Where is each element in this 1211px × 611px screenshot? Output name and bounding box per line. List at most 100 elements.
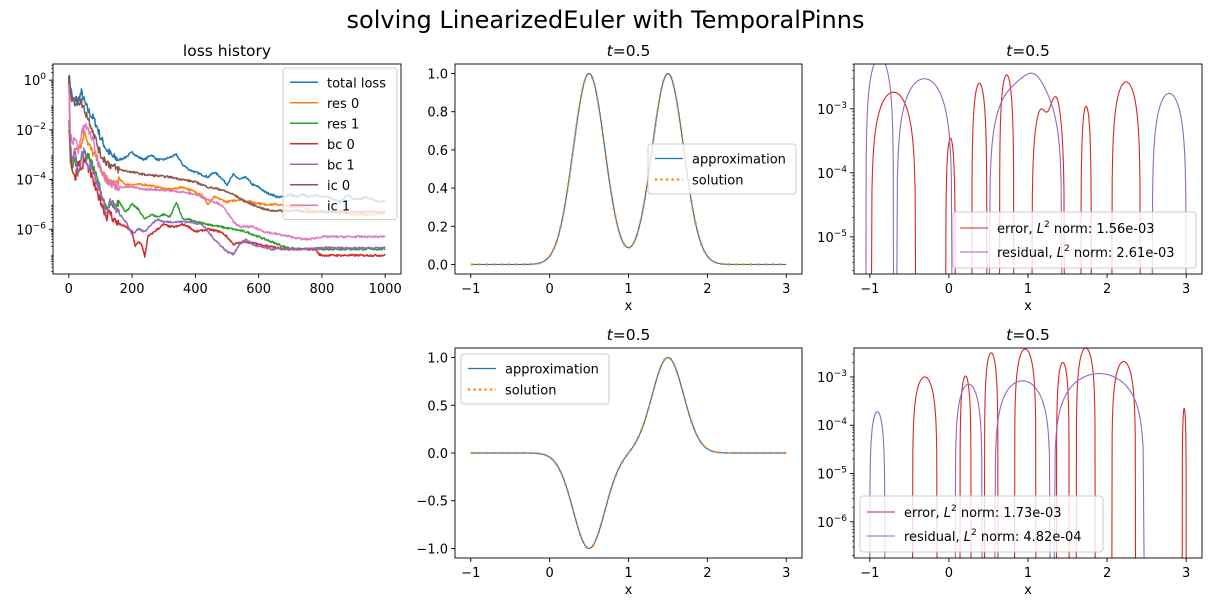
legend-item: approximation <box>655 153 786 168</box>
legend-label: res 0 <box>327 97 359 112</box>
axes-title: t=0.5 <box>1006 326 1050 344</box>
y-tick-label: −0.5 <box>416 495 448 510</box>
series-error <box>1075 348 1096 558</box>
legend-label: solution <box>692 174 743 189</box>
x-axis-label: x <box>625 583 633 598</box>
x-axis-label: x <box>1024 583 1032 598</box>
x-tick-label: 3 <box>782 566 790 581</box>
axes-frame <box>454 63 803 275</box>
series-error <box>999 74 1015 274</box>
y-tick-label: 10−2 <box>16 122 46 139</box>
series-error <box>983 352 999 558</box>
series-error <box>1055 361 1070 558</box>
series-error <box>1031 96 1065 274</box>
legend-label: residual, L2 norm: 4.82e-04 <box>904 528 1082 545</box>
y-tick-label: 10−5 <box>817 229 847 246</box>
series-residual <box>954 383 983 558</box>
legend-label: ic 1 <box>327 199 350 214</box>
plot-area <box>869 348 1187 558</box>
y-tick-label: 0.8 <box>427 106 448 121</box>
plot-area <box>470 356 787 550</box>
axes-loss: loss history 0 200 400 600 800 1000 100 10−2 10−4… <box>16 42 402 297</box>
axes-title: t=0.5 <box>607 326 651 344</box>
x-tick-label: 2 <box>1103 566 1111 581</box>
legend-item: solution <box>655 174 743 189</box>
y-tick-label: −1.0 <box>416 542 448 557</box>
series-residual <box>896 78 953 274</box>
x-tick-label: 200 <box>120 282 145 297</box>
series-res-1 <box>68 120 386 251</box>
x-tick-label: 1 <box>1024 566 1032 581</box>
y-tick-label: 10−6 <box>817 514 847 531</box>
x-tick-label: 0 <box>545 282 553 297</box>
x-tick-label: 1 <box>1024 282 1032 297</box>
series-residual <box>865 64 895 274</box>
plot-area <box>470 72 787 266</box>
x-tick-label: 3 <box>1182 282 1190 297</box>
x-axis-label: x <box>625 299 633 314</box>
legend-item: res 1 <box>290 117 359 132</box>
x-tick-label: 800 <box>309 282 334 297</box>
legend: approximation solution <box>460 353 610 405</box>
series-solution <box>470 356 787 550</box>
series-residual <box>1151 92 1187 274</box>
axes-frame <box>853 63 1203 275</box>
series-error <box>945 137 956 274</box>
legend-item: residual, L2 norm: 2.61e-03 <box>960 244 1175 261</box>
legend-label: ic 0 <box>327 179 350 194</box>
x-tick-label: 2 <box>703 566 711 581</box>
legend-box <box>859 495 1104 553</box>
x-tick-label: 0 <box>65 282 73 297</box>
legend-box <box>460 353 610 405</box>
y-tick-label: 10−4 <box>817 165 847 182</box>
legend: error, L2 norm: 1.73e-03 residual, L2 nor… <box>859 495 1104 553</box>
legend-box <box>647 143 797 195</box>
x-tick-label: −1 <box>860 566 879 581</box>
legend-item: residual, L2 norm: 4.82e-04 <box>867 528 1082 545</box>
axes-frame <box>52 63 402 275</box>
legend-label: residual, L2 norm: 2.61e-03 <box>997 244 1175 261</box>
x-tick-label: 2 <box>1103 282 1111 297</box>
series-bc-1 <box>68 81 386 256</box>
legend-item: bc 0 <box>290 138 355 153</box>
y-tick-label: 10−5 <box>817 466 847 483</box>
y-tick-label: 0.4 <box>427 182 448 197</box>
figure-suptitle: solving LinearizedEuler with TemporalPin… <box>346 6 865 34</box>
series-residual <box>988 72 1063 274</box>
y-tick-label: 0.0 <box>427 447 448 462</box>
y-tick-label: 10−4 <box>817 417 847 434</box>
legend-item: solution <box>468 384 556 399</box>
series-error <box>1080 105 1092 274</box>
legend-item: bc 1 <box>290 158 355 173</box>
legend-label: solution <box>505 384 556 399</box>
legend-box <box>952 211 1197 269</box>
x-tick-label: 0 <box>545 566 553 581</box>
series-residual <box>1053 373 1145 558</box>
y-tick-label: 0.6 <box>427 144 448 159</box>
series-ic-1 <box>68 84 386 241</box>
legend-item: error, L2 norm: 1.73e-03 <box>867 504 1062 521</box>
x-tick-label: −1 <box>860 282 879 297</box>
legend-label: error, L2 norm: 1.73e-03 <box>904 504 1062 521</box>
legend-label: total loss <box>327 76 386 91</box>
legend: total loss res 0 res 1 bc 0 bc 1 ic 0 ic 1 <box>282 67 398 220</box>
legend-item: error, L2 norm: 1.56e-03 <box>960 220 1155 237</box>
x-tick-label: 3 <box>1182 566 1190 581</box>
x-tick-label: 3 <box>782 282 790 297</box>
axes-frame <box>853 347 1203 559</box>
x-tick-label: 0 <box>945 282 953 297</box>
legend-label: bc 0 <box>327 138 355 153</box>
y-tick-label: 0.2 <box>427 220 448 235</box>
x-tick-label: −1 <box>461 282 480 297</box>
x-tick-label: 1 <box>624 282 632 297</box>
axes-sol_top: t=0.5 −1 0 1 2 3 x 0.0 0.2 0.4 0.6 0.8 1.0 approximat… <box>427 42 803 314</box>
series-residual <box>994 380 1051 558</box>
legend-label: bc 1 <box>327 158 355 173</box>
legend-box <box>282 67 398 220</box>
axes-title: loss history <box>183 42 271 60</box>
y-tick-label: 0.5 <box>427 399 448 414</box>
legend-label: res 1 <box>327 117 359 132</box>
axes-err_top: t=0.5 −1 0 1 2 3 x 10−3 10−4 10−5 error, L2 norm: … <box>817 42 1203 314</box>
legend-item: approximation <box>468 363 599 378</box>
series-error <box>971 82 988 274</box>
